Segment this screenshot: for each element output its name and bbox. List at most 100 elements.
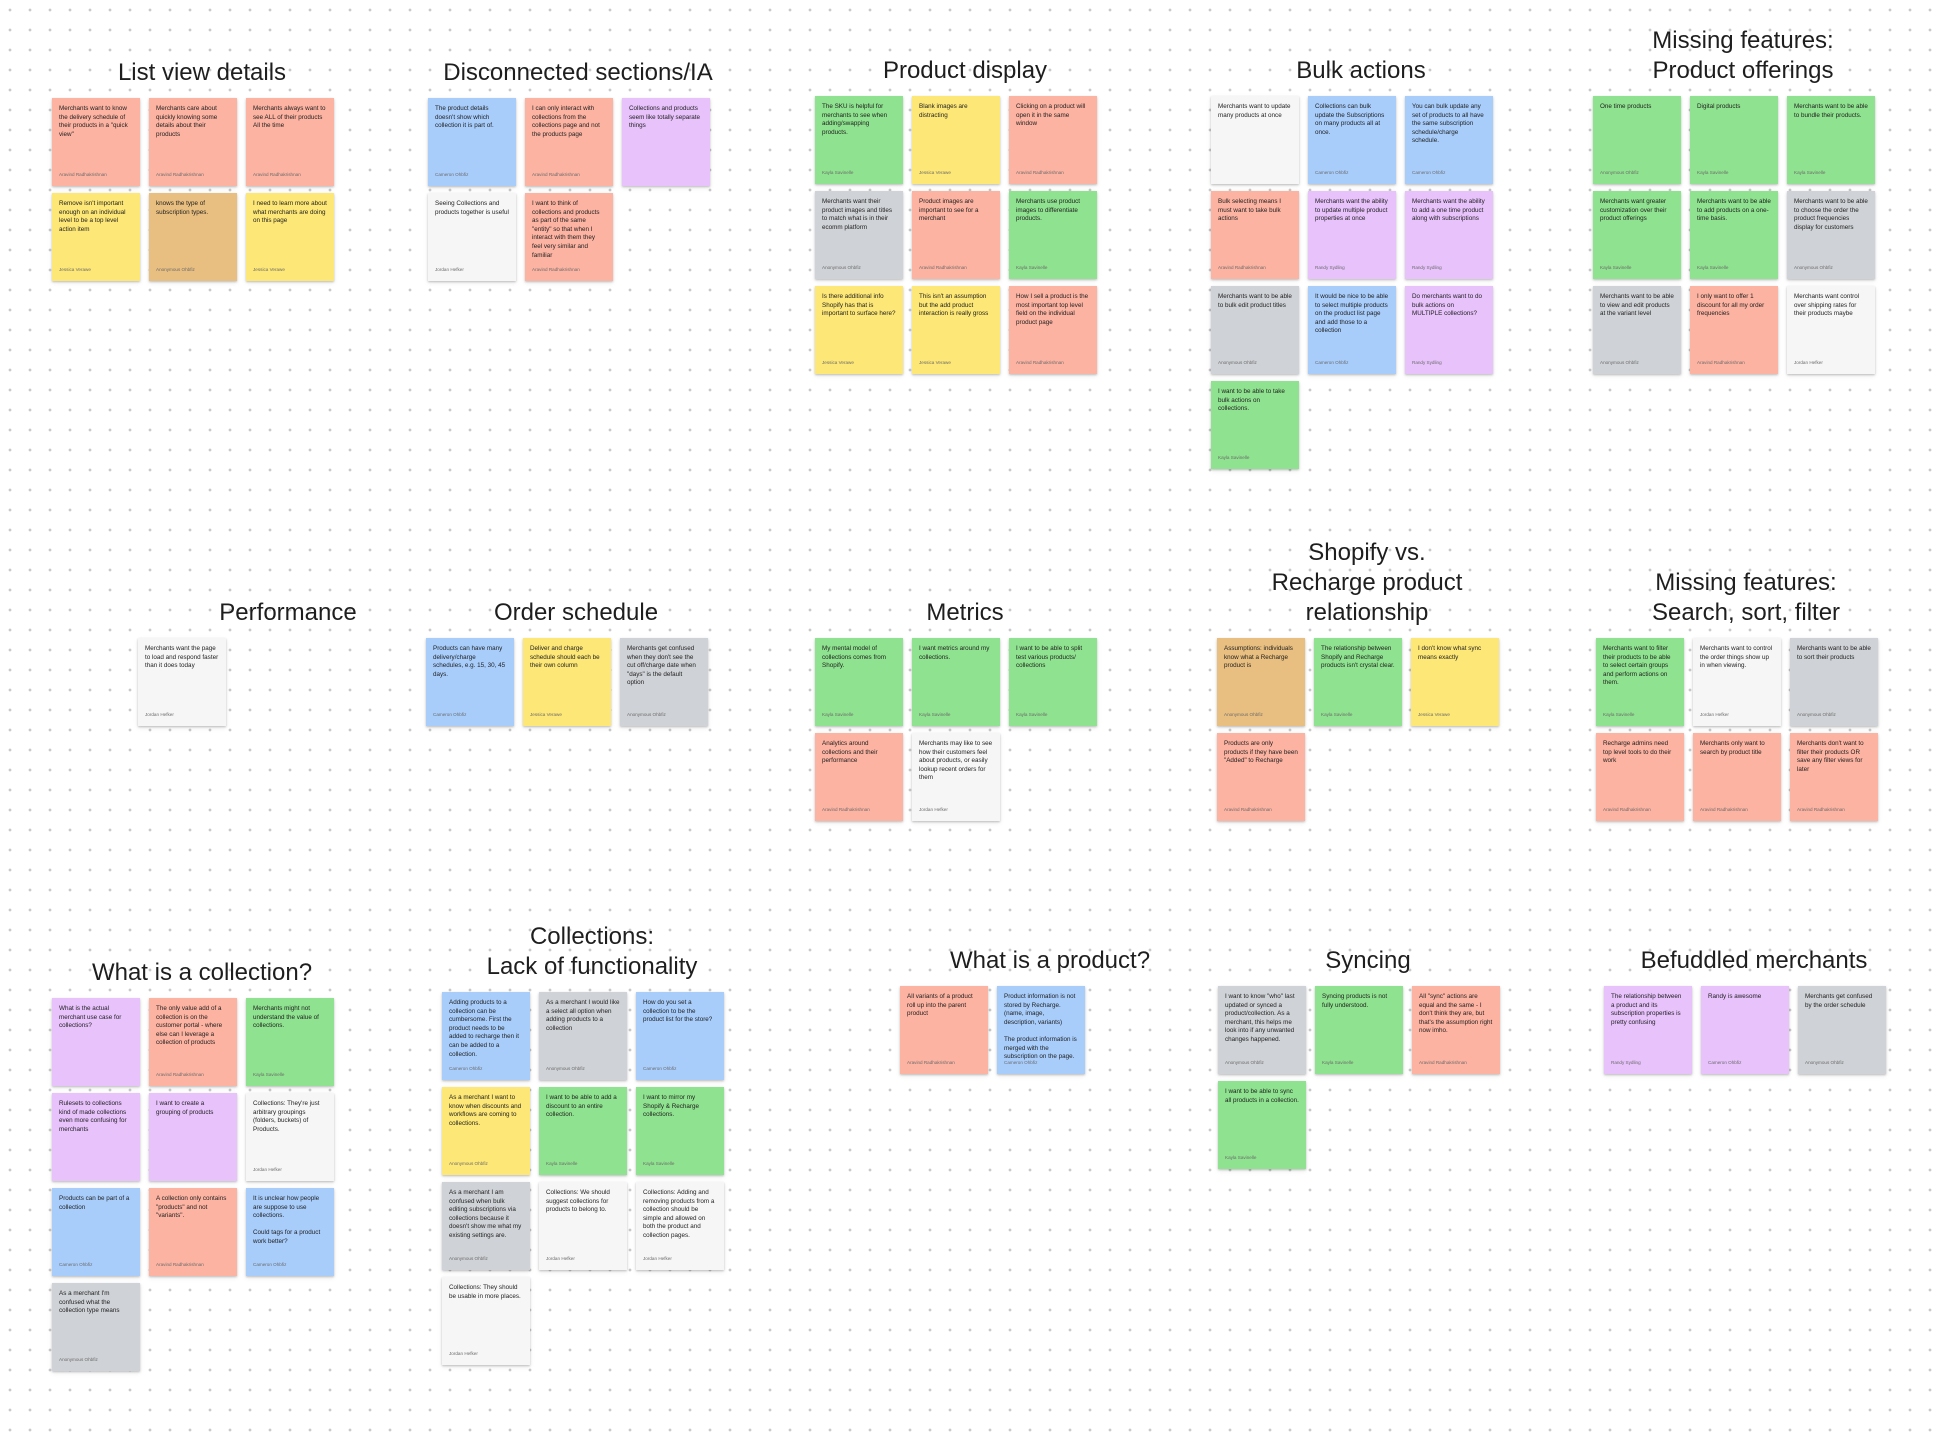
sticky-note[interactable]: Merchants want to be able to sort their … bbox=[1790, 638, 1878, 726]
sticky-note[interactable]: The only value add of a collection is on… bbox=[149, 998, 237, 1086]
sticky-note[interactable]: I want metrics around my collections. Kay… bbox=[912, 638, 1000, 726]
sticky-note-text: As a merchant I am confused when bulk ed… bbox=[449, 1189, 522, 1239]
sticky-note[interactable]: Merchants don't want to filter their pro… bbox=[1790, 733, 1878, 821]
sticky-note[interactable]: Randy is awesome Cameron Ohbfiz bbox=[1701, 986, 1789, 1074]
sticky-note[interactable]: Products can be part of a collection Came… bbox=[52, 1188, 140, 1276]
sticky-note[interactable]: I need to learn more about what merchant… bbox=[246, 193, 334, 281]
sticky-note[interactable]: Product information is not stored by Rec… bbox=[997, 986, 1085, 1074]
sticky-note[interactable]: I want to be able to add a discount to a… bbox=[539, 1087, 627, 1175]
sticky-note[interactable]: Adding products to a collection can be c… bbox=[442, 992, 530, 1080]
sticky-note[interactable]: The product details doesn't show which c… bbox=[428, 98, 516, 186]
sticky-note[interactable]: Merchants want the ability to add a one … bbox=[1405, 191, 1493, 279]
sticky-note[interactable]: How I sell a product is the most importa… bbox=[1009, 286, 1097, 374]
sticky-note-author: Randy Sydling bbox=[1412, 265, 1442, 271]
sticky-note[interactable]: All "sync" actions are equal and the sam… bbox=[1412, 986, 1500, 1074]
sticky-note[interactable]: Collections: Adding and removing product… bbox=[636, 1182, 724, 1270]
sticky-note[interactable]: Seeing Collections and products together… bbox=[428, 193, 516, 281]
sticky-note[interactable]: Merchants want the page to load and resp… bbox=[138, 638, 226, 726]
sticky-note[interactable]: Merchants want to be able to view and ed… bbox=[1593, 286, 1681, 374]
sticky-note[interactable]: Merchants only want to search by product… bbox=[1693, 733, 1781, 821]
sticky-note[interactable]: Merchants want to be able to add product… bbox=[1690, 191, 1778, 279]
sticky-note[interactable]: Merchants care about quickly knowing som… bbox=[149, 98, 237, 186]
sticky-note[interactable]: One time products Anonymous Ohbfiz bbox=[1593, 96, 1681, 184]
sticky-note[interactable]: Collections and products seem like total… bbox=[622, 98, 710, 186]
sticky-note[interactable]: My mental model of collections comes fro… bbox=[815, 638, 903, 726]
sticky-note[interactable]: Merchants might not understand the value… bbox=[246, 998, 334, 1086]
sticky-note-author: Jordan Hefker bbox=[435, 267, 464, 273]
sticky-note[interactable]: Remove isn't important enough on an indi… bbox=[52, 193, 140, 281]
sticky-note[interactable]: The SKU is helpful for merchants to see … bbox=[815, 96, 903, 184]
sticky-note[interactable]: I want to create a grouping of products bbox=[149, 1093, 237, 1181]
sticky-note[interactable]: Merchants want their product images and … bbox=[815, 191, 903, 279]
sticky-note-author: Randy Sydling bbox=[1611, 1060, 1641, 1066]
sticky-note[interactable]: Products are only products if they have … bbox=[1217, 733, 1305, 821]
sticky-note[interactable]: I want to be able to take bulk actions o… bbox=[1211, 381, 1299, 469]
sticky-note[interactable]: A collection only contains "products" an… bbox=[149, 1188, 237, 1276]
sticky-note[interactable]: Merchants want to know the delivery sche… bbox=[52, 98, 140, 186]
sticky-note[interactable]: I want to mirror my Shopify & Recharge c… bbox=[636, 1087, 724, 1175]
sticky-note[interactable]: Assumptions: individuals know what a Rec… bbox=[1217, 638, 1305, 726]
sticky-note-text: Analytics around collections and their p… bbox=[822, 740, 878, 765]
sticky-note-text: Merchants want to be able to bulk edit p… bbox=[1218, 293, 1292, 309]
sticky-note[interactable]: Collections: We should suggest collectio… bbox=[539, 1182, 627, 1270]
sticky-note[interactable]: Merchants get confused by the order sche… bbox=[1798, 986, 1886, 1074]
sticky-note[interactable]: What is the actual merchant use case for… bbox=[52, 998, 140, 1086]
sticky-note[interactable]: I want to know "who" last updated or syn… bbox=[1218, 986, 1306, 1074]
sticky-note[interactable]: Recharge admins need top level tools to … bbox=[1596, 733, 1684, 821]
sticky-note[interactable]: Collections can bulk update the Subscrip… bbox=[1308, 96, 1396, 184]
cluster-title: Befuddled merchants bbox=[1640, 947, 1868, 974]
sticky-note[interactable]: Is there additional info Shopify has tha… bbox=[815, 286, 903, 374]
sticky-note-author: Aravind Radhakrishnan bbox=[822, 807, 870, 813]
sticky-note[interactable]: Clicking on a product will open it in th… bbox=[1009, 96, 1097, 184]
sticky-note[interactable]: Collections: They're just arbitrary grou… bbox=[246, 1093, 334, 1181]
sticky-note[interactable]: It would be nice to be able to select mu… bbox=[1308, 286, 1396, 374]
sticky-note[interactable]: The relationship between Shopify and Rec… bbox=[1314, 638, 1402, 726]
cluster-title: Missing features: Product offerings bbox=[1652, 27, 1834, 84]
sticky-note[interactable]: Blank images are distracting Jessica Vera… bbox=[912, 96, 1000, 184]
sticky-note[interactable]: As a merchant I am confused when bulk ed… bbox=[442, 1182, 530, 1270]
sticky-note[interactable]: I want to be able to sync all products i… bbox=[1218, 1081, 1306, 1169]
sticky-note[interactable]: As a merchant I want to know when discou… bbox=[442, 1087, 530, 1175]
sticky-note-author: Kayla Savinelle bbox=[822, 712, 854, 718]
sticky-note[interactable]: Products can have many delivery/charge s… bbox=[426, 638, 514, 726]
sticky-note[interactable]: I only want to offer 1 discount for all … bbox=[1690, 286, 1778, 374]
sticky-note[interactable]: Merchants want to be able to choose the … bbox=[1787, 191, 1875, 279]
sticky-note[interactable]: It is unclear how people are suppose to … bbox=[246, 1188, 334, 1276]
sticky-note[interactable]: Deliver and charge schedule should each … bbox=[523, 638, 611, 726]
sticky-note[interactable]: Merchants want to be able to bulk edit p… bbox=[1211, 286, 1299, 374]
sticky-note[interactable]: Do merchants want to do bulk actions on … bbox=[1405, 286, 1493, 374]
sticky-note[interactable]: I can only interact with collections fro… bbox=[525, 98, 613, 186]
sticky-note[interactable]: The relationship between a product and i… bbox=[1604, 986, 1692, 1074]
sticky-note[interactable]: Merchants always want to see ALL of thei… bbox=[246, 98, 334, 186]
sticky-note-text: Collections: We should suggest collectio… bbox=[546, 1189, 610, 1214]
sticky-note[interactable]: Merchants want control over shipping rat… bbox=[1787, 286, 1875, 374]
sticky-note[interactable]: Product images are important to see for … bbox=[912, 191, 1000, 279]
sticky-note[interactable]: Merchants use product images to differen… bbox=[1009, 191, 1097, 279]
sticky-note[interactable]: I want to be able to split test various … bbox=[1009, 638, 1097, 726]
sticky-note[interactable]: As a merchant I'm confused what the coll… bbox=[52, 1283, 140, 1371]
sticky-note[interactable]: Merchants want the ability to update mul… bbox=[1308, 191, 1396, 279]
sticky-note[interactable]: Merchants may like to see how their cust… bbox=[912, 733, 1000, 821]
sticky-note[interactable]: This isn't an assumption but the add pro… bbox=[912, 286, 1000, 374]
sticky-note[interactable]: Merchants want to update many products a… bbox=[1211, 96, 1299, 184]
sticky-note[interactable]: Syncing products is not fully understood… bbox=[1315, 986, 1403, 1074]
sticky-note[interactable]: Collections: They should be usable in mo… bbox=[442, 1277, 530, 1365]
sticky-note[interactable]: I want to think of collections and produ… bbox=[525, 193, 613, 281]
sticky-note[interactable]: All variants of a product roll up into t… bbox=[900, 986, 988, 1074]
sticky-note[interactable]: Merchants want greater customization ove… bbox=[1593, 191, 1681, 279]
sticky-note[interactable]: Rulesets to collections kind of made col… bbox=[52, 1093, 140, 1181]
sticky-note[interactable]: Merchants get confused when they don't s… bbox=[620, 638, 708, 726]
sticky-note[interactable]: How do you set a collection to be the pr… bbox=[636, 992, 724, 1080]
sticky-note[interactable]: Digital products Kayla Savinelle bbox=[1690, 96, 1778, 184]
sticky-note[interactable]: I don't know what sync means exactly Jess… bbox=[1411, 638, 1499, 726]
sticky-note[interactable]: Merchants want to be able to bundle thei… bbox=[1787, 96, 1875, 184]
sticky-note[interactable]: You can bulk update any set of products … bbox=[1405, 96, 1493, 184]
sticky-note[interactable]: As a merchant I would like a select all … bbox=[539, 992, 627, 1080]
sticky-note[interactable]: Merchants want to filter their products … bbox=[1596, 638, 1684, 726]
sticky-note[interactable]: Analytics around collections and their p… bbox=[815, 733, 903, 821]
sticky-note-text: Merchants always want to see ALL of thei… bbox=[253, 105, 326, 130]
sticky-note[interactable]: knows the type of subscription types. Ano… bbox=[149, 193, 237, 281]
sticky-note[interactable]: Merchants want to control the order thin… bbox=[1693, 638, 1781, 726]
sticky-note[interactable]: Bulk selecting means I must want to take… bbox=[1211, 191, 1299, 279]
